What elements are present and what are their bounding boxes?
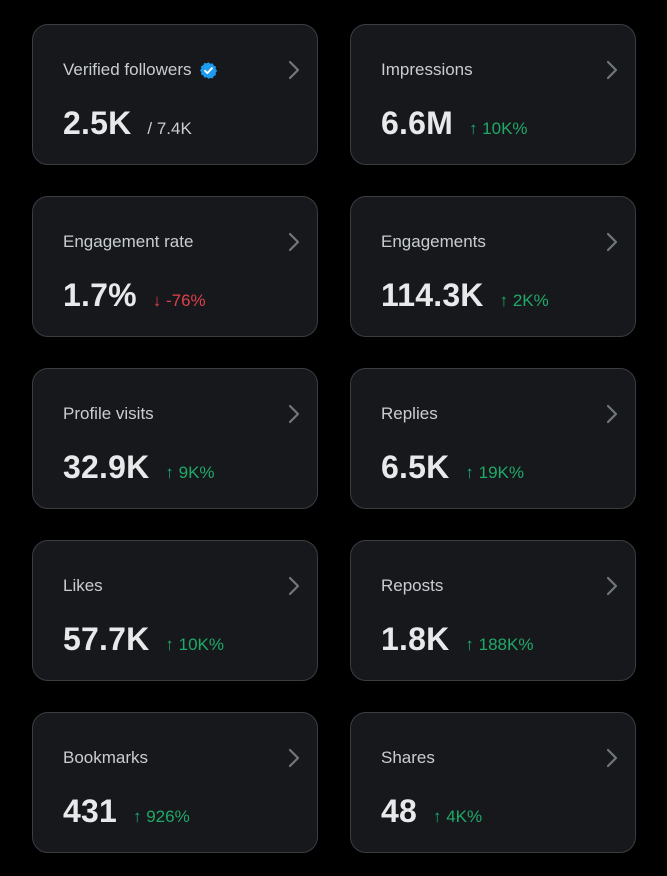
chevron-right-icon <box>288 232 300 252</box>
metrics-grid: Verified followers 2.5K / 7.4K Impressio… <box>32 24 636 853</box>
metric-value: 114.3K <box>381 277 484 313</box>
metric-card-likes[interactable]: Likes 57.7K ↑ 10K% <box>32 540 318 681</box>
chevron-right-icon <box>288 576 300 596</box>
metric-label-wrap: Likes <box>63 576 103 596</box>
chevron-right-icon <box>606 404 618 424</box>
metric-label-wrap: Impressions <box>381 60 473 80</box>
metric-card-bookmarks[interactable]: Bookmarks 431 ↑ 926% <box>32 712 318 853</box>
metric-value-row: 32.9K ↑ 9K% <box>63 449 215 486</box>
metric-change: ↑ 10K% <box>468 119 528 138</box>
metric-label-wrap: Shares <box>381 748 435 768</box>
metric-label-wrap: Reposts <box>381 576 443 596</box>
metric-value: 1.7% <box>63 277 137 313</box>
chevron-right-icon <box>606 232 618 252</box>
metric-change: / 7.4K <box>147 119 192 138</box>
metric-label-wrap: Profile visits <box>63 404 154 424</box>
metric-card-replies[interactable]: Replies 6.5K ↑ 19K% <box>350 368 636 509</box>
metric-value-row: 6.6M ↑ 10K% <box>381 105 528 142</box>
metric-value: 2.5K <box>63 105 132 141</box>
metric-card-verified-followers[interactable]: Verified followers 2.5K / 7.4K <box>32 24 318 165</box>
metric-change: ↓ -76% <box>152 291 206 310</box>
metric-value: 1.8K <box>381 621 450 657</box>
metric-label: Impressions <box>381 60 473 79</box>
metric-label: Bookmarks <box>63 748 149 767</box>
metric-label-wrap: Replies <box>381 404 438 424</box>
metric-value: 431 <box>63 793 117 829</box>
metric-value: 57.7K <box>63 621 150 657</box>
metric-label: Shares <box>381 748 435 767</box>
metric-value-row: 57.7K ↑ 10K% <box>63 621 224 658</box>
metric-change: ↑ 19K% <box>465 463 524 482</box>
metric-value: 6.5K <box>381 449 450 485</box>
metric-value-row: 2.5K / 7.4K <box>63 105 192 142</box>
metric-label: Likes <box>63 576 103 595</box>
chevron-right-icon <box>606 748 618 768</box>
metric-label-wrap: Engagements <box>381 232 486 252</box>
metric-change: ↑ 9K% <box>165 463 215 482</box>
chevron-right-icon <box>288 60 300 80</box>
metric-card-shares[interactable]: Shares 48 ↑ 4K% <box>350 712 636 853</box>
metric-card-impressions[interactable]: Impressions 6.6M ↑ 10K% <box>350 24 636 165</box>
metric-value-row: 1.7% ↓ -76% <box>63 277 206 314</box>
metric-label: Reposts <box>381 576 444 595</box>
metric-label-wrap: Verified followers <box>63 60 218 80</box>
metric-value-row: 48 ↑ 4K% <box>381 793 482 830</box>
metric-change: ↑ 2K% <box>499 291 549 310</box>
metric-change: ↑ 10K% <box>165 635 224 654</box>
metric-value-row: 431 ↑ 926% <box>63 793 190 830</box>
metric-value-row: 6.5K ↑ 19K% <box>381 449 524 486</box>
metric-label: Replies <box>381 404 438 423</box>
verified-badge-icon <box>199 61 217 79</box>
metric-change: ↑ 188K% <box>465 635 534 654</box>
metric-change: ↑ 926% <box>133 807 190 826</box>
metric-label: Engagement rate <box>63 232 194 251</box>
metric-value: 48 <box>381 793 417 829</box>
metric-value-row: 114.3K ↑ 2K% <box>381 277 549 314</box>
metric-card-engagements[interactable]: Engagements 114.3K ↑ 2K% <box>350 196 636 337</box>
metric-label: Verified followers <box>63 60 192 79</box>
metric-value-row: 1.8K ↑ 188K% <box>381 621 533 658</box>
metric-card-engagement-rate[interactable]: Engagement rate 1.7% ↓ -76% <box>32 196 318 337</box>
metric-card-reposts[interactable]: Reposts 1.8K ↑ 188K% <box>350 540 636 681</box>
chevron-right-icon <box>288 748 300 768</box>
metric-label-wrap: Bookmarks <box>63 748 148 768</box>
metric-label: Engagements <box>381 232 486 251</box>
chevron-right-icon <box>606 60 618 80</box>
metric-value: 32.9K <box>63 449 150 485</box>
metric-change: ↑ 4K% <box>433 807 483 826</box>
metric-label-wrap: Engagement rate <box>63 232 193 252</box>
metric-label: Profile visits <box>63 404 154 423</box>
chevron-right-icon <box>606 576 618 596</box>
metric-value: 6.6M <box>381 105 453 141</box>
chevron-right-icon <box>288 404 300 424</box>
metric-card-profile-visits[interactable]: Profile visits 32.9K ↑ 9K% <box>32 368 318 509</box>
